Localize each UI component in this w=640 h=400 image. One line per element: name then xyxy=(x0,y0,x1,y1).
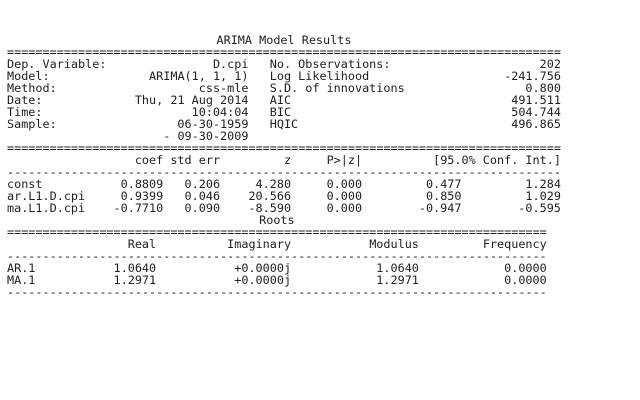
cell: 1.0640 xyxy=(376,261,419,275)
cell: 1.0640 xyxy=(113,261,157,275)
summary-value: ARIMA(1, 1, 1) xyxy=(149,69,249,83)
summary-value: 0.800 xyxy=(525,81,561,95)
summary-value: css-mle xyxy=(198,81,249,95)
summary-value: 06-30-1959 xyxy=(177,117,249,131)
cell: 0.000 xyxy=(326,189,363,203)
summary-label: Date: xyxy=(7,93,43,107)
cell: 0.9399 xyxy=(120,189,164,203)
cell: -0.7710 xyxy=(113,201,164,215)
summary-label: AIC xyxy=(269,93,292,107)
summary-row: Time: 10:04:04 BIC 504.744 xyxy=(7,106,561,118)
rule-single: ----------------------------------------… xyxy=(7,165,561,179)
summary-value: 491.511 xyxy=(511,93,561,107)
cell: 0.0000 xyxy=(504,261,547,275)
table-row: ar.L1.D.cpi 0.9399 0.046 20.566 0.000 0.850 1.… xyxy=(7,190,561,202)
summary-value: D.cpi xyxy=(212,57,249,71)
summary-label: Model: xyxy=(7,69,50,83)
summary-row: Sample: 06-30-1959 HQIC 496.865 xyxy=(7,118,561,130)
cell: 0.477 xyxy=(425,177,462,191)
table-row: MA.1 1.2971 +0.0000j 1.2971 0.0000 xyxy=(7,274,561,286)
cell: 0.000 xyxy=(326,201,363,215)
cell: 4.280 xyxy=(255,177,292,191)
cell: 0.046 xyxy=(184,189,221,203)
summary-label: HQIC xyxy=(269,117,299,131)
cell: -0.947 xyxy=(418,201,462,215)
summary-label: Method: xyxy=(7,81,57,95)
cell: -0.595 xyxy=(518,201,561,215)
summary-row: Date: Thu, 21 Aug 2014 AIC 491.511 xyxy=(7,94,561,106)
cell: 1.2971 xyxy=(113,273,157,287)
cell: 1.2971 xyxy=(376,273,419,287)
cell: 0.0000 xyxy=(504,273,547,287)
rule-double: ========================================… xyxy=(7,141,561,155)
table-row: AR.1 1.0640 +0.0000j 1.0640 0.0000 xyxy=(7,262,561,274)
summary-row: Model: ARIMA(1, 1, 1) Log Likelihood -241.7… xyxy=(7,70,561,82)
summary-label: BIC xyxy=(269,105,292,119)
column-header: std err xyxy=(170,153,221,167)
summary-value: 202 xyxy=(539,57,561,71)
summary-value: -241.756 xyxy=(504,69,561,83)
summary-row: Method: css-mle S.D. of innovations 0.800 xyxy=(7,82,561,94)
cell: 0.850 xyxy=(425,189,462,203)
rule-single: ----------------------------------------… xyxy=(7,249,547,263)
summary-label: Dep. Variable: xyxy=(7,57,107,71)
summary-row: Dep. Variable: D.cpi No. Observations: 202 xyxy=(7,58,561,70)
summary-label: Time: xyxy=(7,105,43,119)
row-name: ar.L1.D.cpi xyxy=(7,189,86,203)
table-row: ma.L1.D.cpi -0.7710 0.090 -8.590 0.000 -0.947… xyxy=(7,202,561,214)
results-title: ARIMA Model Results xyxy=(216,33,352,47)
column-header: Real xyxy=(127,237,157,251)
rule-double: ========================================… xyxy=(7,45,561,59)
column-header: z xyxy=(283,153,292,167)
column-header: Imaginary xyxy=(227,237,292,251)
cell: 1.029 xyxy=(525,189,561,203)
cell: 0.206 xyxy=(184,177,221,191)
cell: -8.590 xyxy=(248,201,292,215)
summary-value: 496.865 xyxy=(511,117,561,131)
arima-results-output: ARIMA Model Results ====================… xyxy=(7,34,561,298)
cell: 0.090 xyxy=(184,201,221,215)
coef-header-row: coef std err z P>|z| [95.0% Conf. Int.] xyxy=(7,154,561,166)
rule-single: ----------------------------------------… xyxy=(7,285,547,299)
cell: 0.8809 xyxy=(120,177,164,191)
cell: 0.000 xyxy=(326,177,363,191)
cell: 1.284 xyxy=(525,177,561,191)
column-header: P>|z| xyxy=(326,153,363,167)
cell: +0.0000j xyxy=(234,273,292,287)
row-name: MA.1 xyxy=(7,273,36,287)
column-header: Modulus xyxy=(369,237,419,251)
summary-label: No. Observations: xyxy=(269,57,391,71)
row-name: ma.L1.D.cpi xyxy=(7,201,86,215)
roots-title: Roots xyxy=(259,213,295,227)
sample-end: - 09-30-2009 xyxy=(163,129,249,143)
rule-double: ========================================… xyxy=(7,225,547,239)
column-header: [95.0% Conf. Int.] xyxy=(433,153,561,167)
summary-label: S.D. of innovations xyxy=(269,81,405,95)
row-name: const xyxy=(7,177,43,191)
column-header: coef xyxy=(134,153,164,167)
cell: 20.566 xyxy=(248,189,292,203)
table-row: const 0.8809 0.206 4.280 0.000 0.477 1.284 xyxy=(7,178,561,190)
summary-value: Thu, 21 Aug 2014 xyxy=(134,93,249,107)
roots-header-row: Real Imaginary Modulus Frequency xyxy=(7,238,561,250)
column-header: Frequency xyxy=(482,237,547,251)
summary-value: 504.744 xyxy=(511,105,561,119)
row-name: AR.1 xyxy=(7,261,36,275)
summary-label: Log Likelihood xyxy=(269,69,370,83)
summary-value: 10:04:04 xyxy=(191,105,249,119)
cell: +0.0000j xyxy=(234,261,292,275)
summary-label: Sample: xyxy=(7,117,57,131)
